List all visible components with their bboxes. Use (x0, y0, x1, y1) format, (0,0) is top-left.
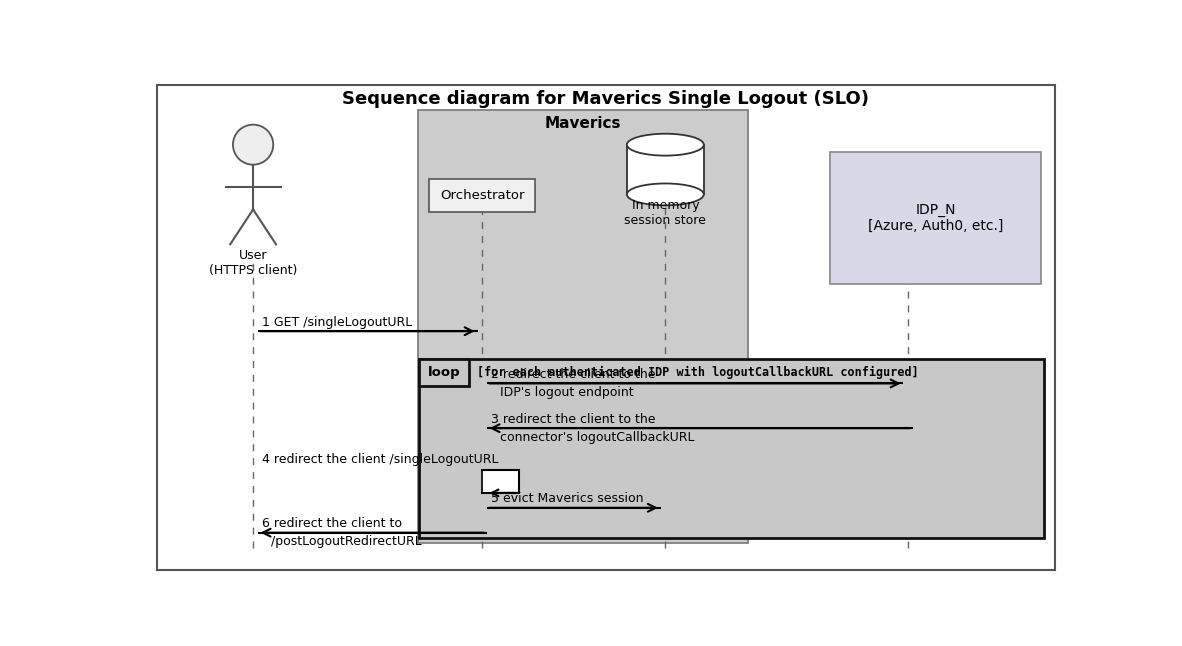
Text: 5 evict Maverics session: 5 evict Maverics session (492, 492, 644, 505)
Ellipse shape (626, 134, 703, 156)
Text: [for each authenticated IDP with logoutCallbackURL configured]: [for each authenticated IDP with logoutC… (476, 366, 918, 379)
Text: /postLogoutRedirectURL: /postLogoutRedirectURL (272, 535, 422, 548)
Text: 1 GET /singleLogoutURL: 1 GET /singleLogoutURL (262, 316, 413, 329)
Ellipse shape (233, 125, 273, 165)
Bar (418, 359, 469, 386)
Bar (418, 110, 748, 543)
Text: IDP_N
[Azure, Auth0, etc.]: IDP_N [Azure, Auth0, etc.] (868, 203, 1004, 233)
Text: Sequence diagram for Maverics Single Logout (SLO): Sequence diagram for Maverics Single Log… (343, 90, 869, 108)
Text: connector's logoutCallbackURL: connector's logoutCallbackURL (500, 431, 695, 444)
Text: User
(HTTPS client): User (HTTPS client) (209, 249, 298, 277)
Bar (418, 359, 1044, 537)
Text: loop: loop (428, 366, 461, 379)
Text: 6 redirect the client to: 6 redirect the client to (262, 517, 402, 530)
Bar (830, 152, 1041, 284)
Text: Maverics: Maverics (545, 116, 621, 131)
Bar (429, 180, 534, 212)
Text: 2 redirect the client to the: 2 redirect the client to the (492, 368, 656, 381)
Text: IDP's logout endpoint: IDP's logout endpoint (500, 386, 634, 399)
Text: 4 redirect the client /singleLogoutURL: 4 redirect the client /singleLogoutURL (262, 452, 499, 466)
Ellipse shape (626, 183, 703, 205)
Text: In memory
session store: In memory session store (624, 200, 707, 227)
Bar (626, 145, 703, 194)
Text: 3 redirect the client to the: 3 redirect the client to the (492, 413, 656, 426)
Bar (482, 470, 519, 493)
Text: Orchestrator: Orchestrator (440, 189, 525, 202)
